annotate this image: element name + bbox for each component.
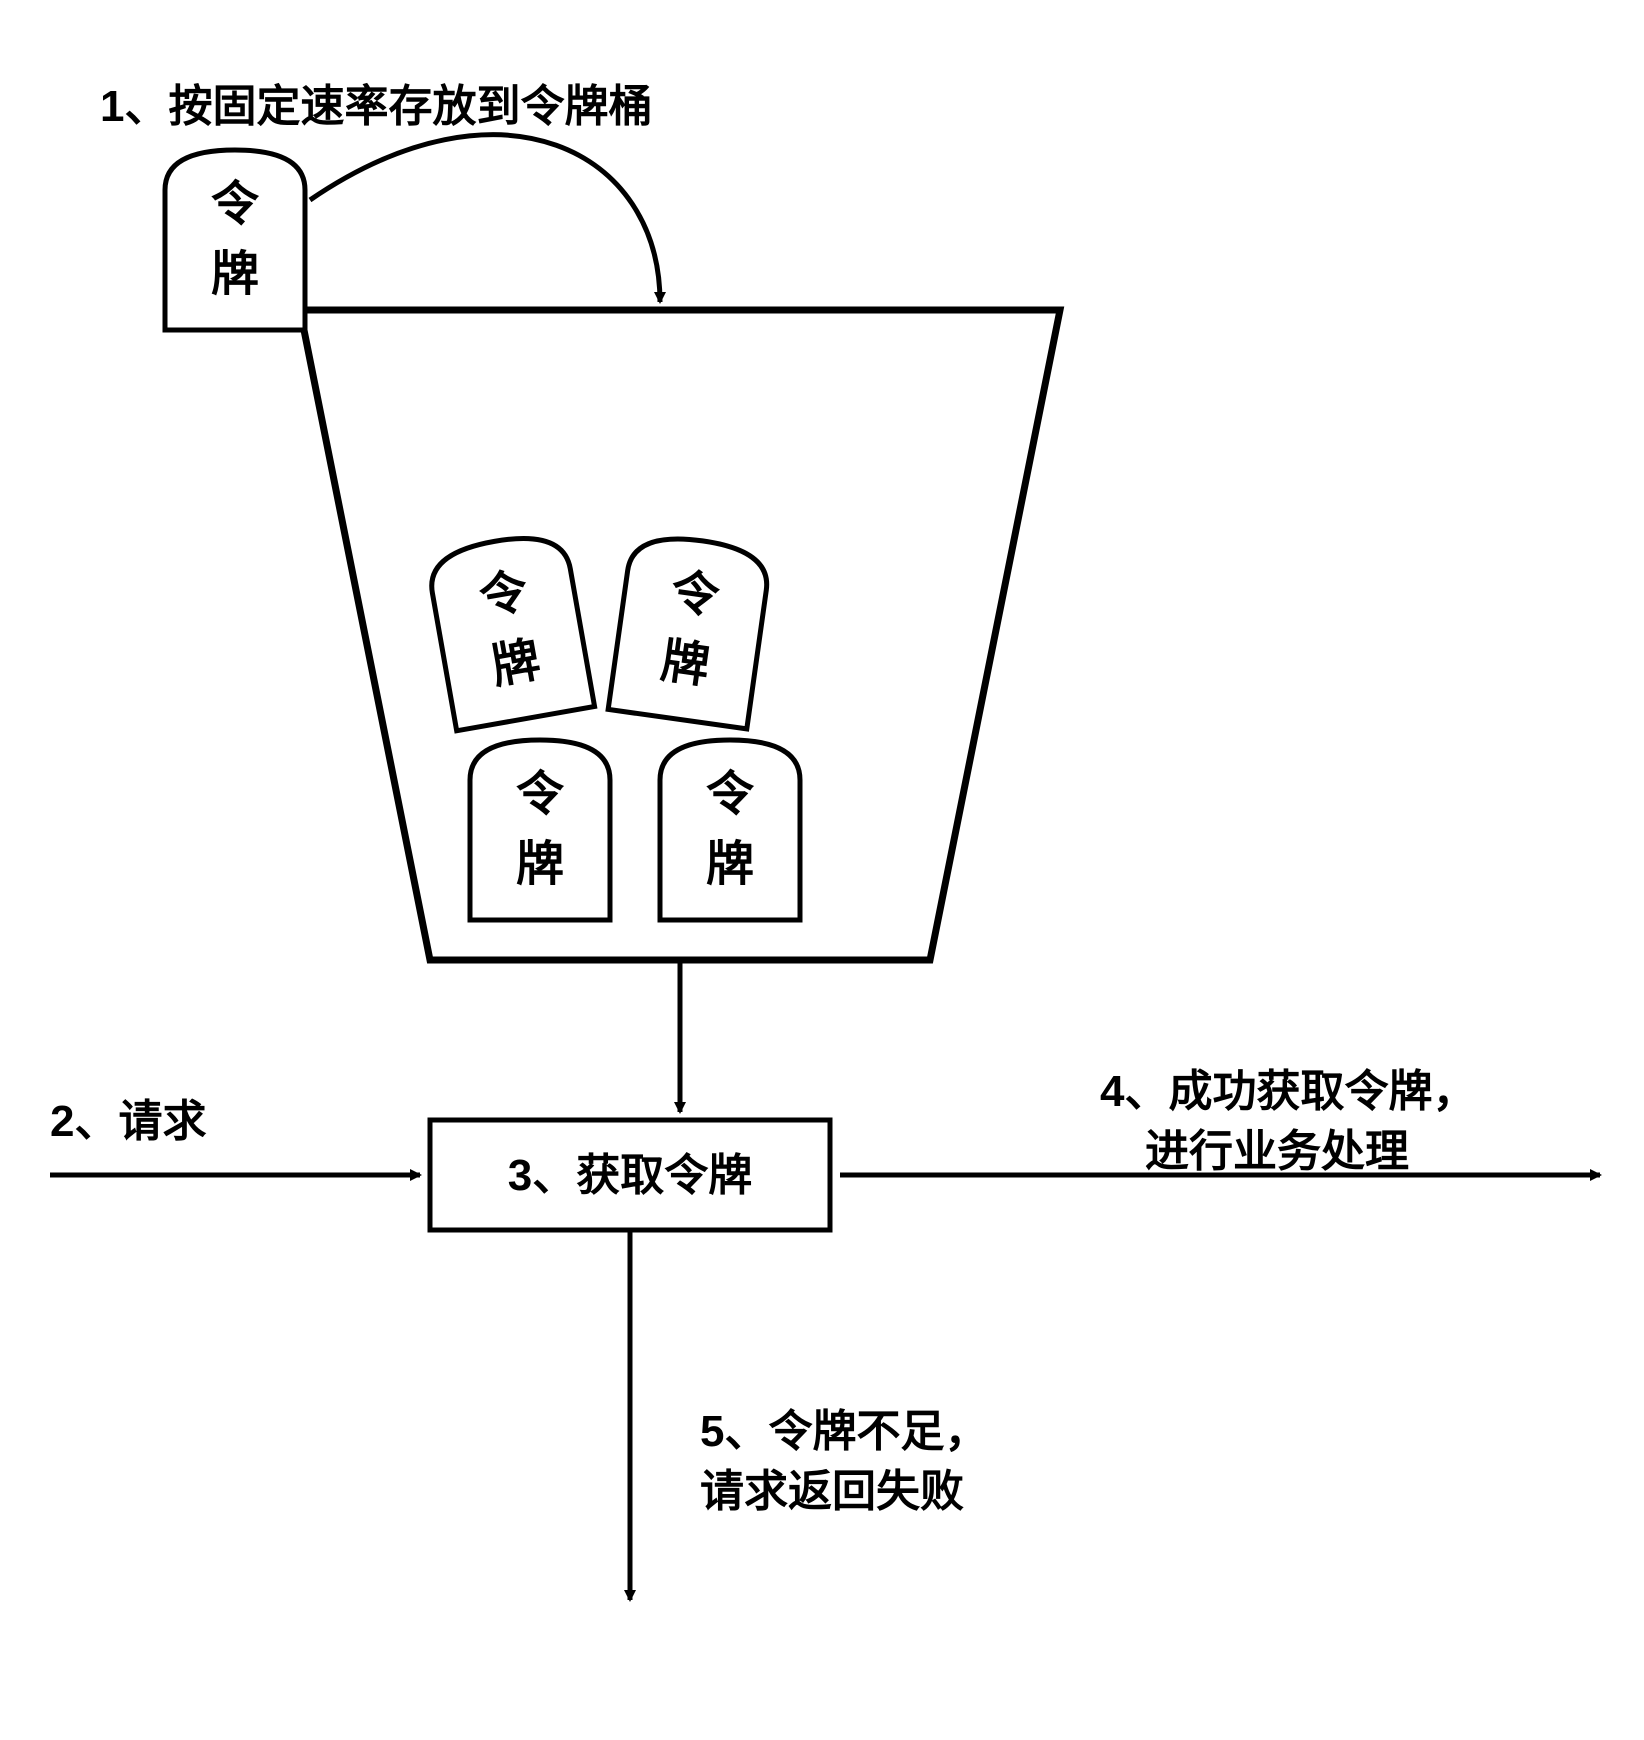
label-step4-line1: 4、成功获取令牌， (1100, 1055, 1476, 1119)
svg-text:令: 令 (706, 768, 755, 821)
svg-text:令: 令 (476, 565, 533, 626)
svg-text:令: 令 (516, 768, 565, 821)
label-step5-line1: 5、令牌不足， (700, 1395, 988, 1459)
label-step2: 2、请求 (50, 1085, 206, 1149)
svg-text:牌: 牌 (488, 634, 544, 695)
svg-text:牌: 牌 (706, 838, 754, 891)
token-bucket-2: 令 牌 (608, 531, 772, 729)
svg-text:牌: 牌 (516, 838, 564, 891)
svg-text:牌: 牌 (211, 248, 259, 301)
token-bucket-4: 令 牌 (660, 740, 800, 920)
label-step5-line2: 请求返回失败 (700, 1455, 964, 1519)
svg-text:令: 令 (211, 178, 260, 231)
token-bucket-1: 令 牌 (425, 529, 594, 731)
token-bucket-3: 令 牌 (470, 740, 610, 920)
svg-text:牌: 牌 (658, 635, 713, 694)
label-step4-line2: 进行业务处理 (1145, 1115, 1409, 1179)
label-step1: 1、按固定速率存放到令牌桶 (100, 70, 652, 134)
svg-text:令: 令 (667, 565, 723, 624)
token-falling: 令 牌 (165, 150, 305, 330)
arrow-token-to-bucket (310, 135, 660, 302)
process-box-text: 3、获取令牌 (508, 1151, 752, 1200)
